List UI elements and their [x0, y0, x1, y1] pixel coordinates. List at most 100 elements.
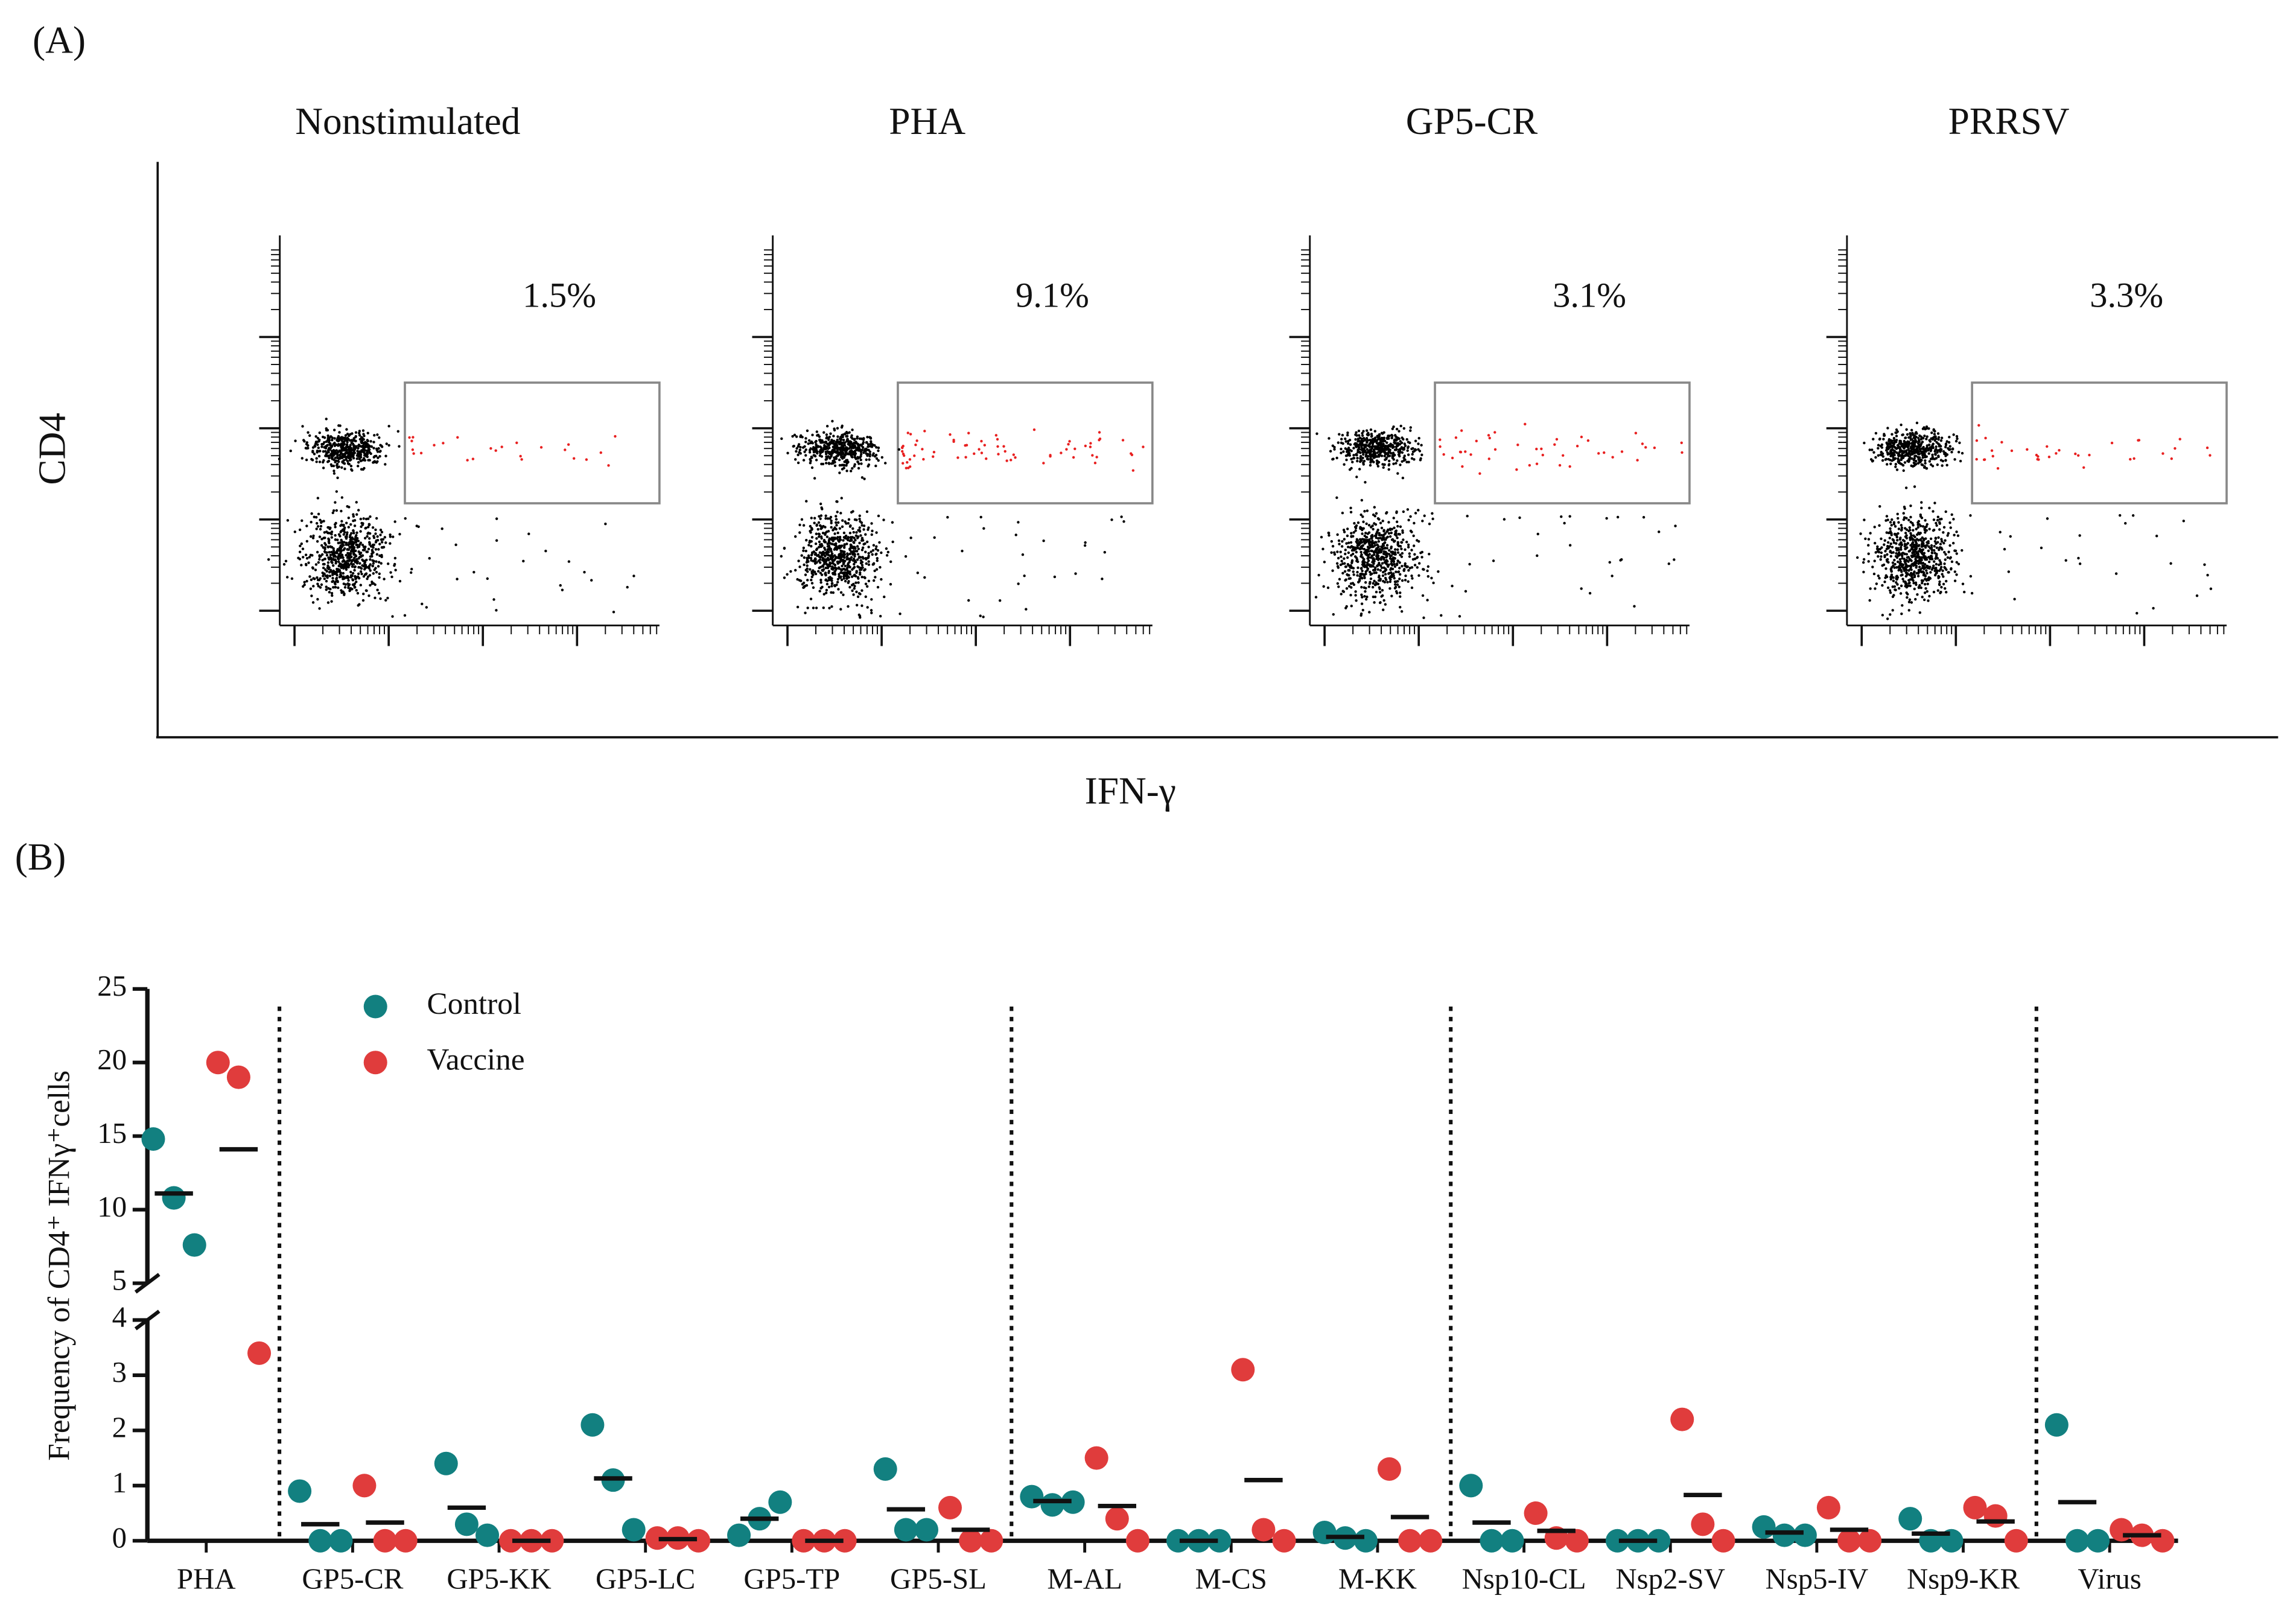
event-dot	[1883, 539, 1886, 542]
event-dot	[1892, 437, 1896, 440]
event-dot	[811, 433, 814, 437]
event-dot	[1410, 586, 1414, 590]
event-dot	[1426, 599, 1429, 602]
y-axis-title: CD4	[31, 413, 74, 485]
event-dot	[841, 564, 844, 568]
event-dot	[795, 435, 798, 438]
event-dot	[1396, 536, 1399, 539]
event-dot	[1378, 433, 1381, 436]
event-dot	[1916, 523, 1919, 526]
event-dot	[845, 464, 848, 467]
event-dot	[1382, 442, 1385, 446]
event-dot	[837, 566, 841, 569]
event-dot	[848, 585, 851, 589]
event-dot	[1358, 440, 1361, 443]
event-dot	[361, 554, 364, 557]
event-dot	[1060, 451, 1063, 454]
event-dot	[833, 538, 836, 541]
event-dot	[872, 579, 876, 582]
event-dot	[1359, 451, 1362, 454]
event-dot	[1478, 472, 1481, 475]
event-dot	[870, 440, 873, 443]
event-dot	[1392, 559, 1395, 563]
event-dot	[1393, 583, 1397, 586]
event-dot	[872, 544, 876, 547]
event-dot	[357, 447, 360, 450]
event-dot	[1330, 539, 1334, 543]
event-dot	[1065, 448, 1068, 451]
event-dot	[340, 529, 343, 533]
event-dot	[328, 591, 331, 594]
event-dot	[369, 569, 372, 572]
event-dot	[1938, 559, 1941, 562]
event-dot	[366, 577, 369, 581]
event-dot	[1314, 596, 1318, 599]
event-dot	[868, 436, 871, 439]
event-dot	[1103, 551, 1106, 554]
event-dot	[898, 612, 902, 616]
event-dot	[309, 535, 313, 538]
event-dot	[354, 561, 357, 564]
event-dot	[356, 465, 360, 468]
event-dot	[856, 565, 859, 568]
event-dot	[348, 459, 352, 462]
event-dot	[818, 515, 821, 518]
event-dot	[853, 450, 857, 453]
event-dot	[862, 438, 865, 441]
event-dot	[1568, 465, 1571, 468]
event-dot	[1923, 563, 1927, 566]
event-dot	[1394, 580, 1398, 584]
event-dot	[1935, 555, 1938, 558]
event-dot	[348, 556, 351, 559]
event-dot	[844, 450, 848, 453]
event-dot	[1906, 445, 1910, 449]
event-dot	[855, 531, 858, 534]
event-dot	[1886, 553, 1889, 556]
event-dot	[845, 522, 848, 525]
event-dot	[850, 556, 853, 559]
event-dot	[1344, 438, 1347, 441]
event-dot	[1877, 454, 1880, 457]
event-dot	[838, 535, 842, 539]
event-dot	[797, 453, 800, 456]
event-dot	[1375, 547, 1378, 550]
event-dot	[1873, 526, 1876, 529]
event-dot	[1349, 541, 1353, 544]
event-dot	[323, 572, 326, 576]
event-dot	[857, 581, 860, 584]
event-dot	[1907, 451, 1910, 454]
event-dot	[818, 558, 822, 561]
event-dot	[1953, 579, 1957, 582]
event-dot	[1374, 523, 1378, 526]
event-dot	[337, 549, 340, 552]
event-dot	[367, 526, 370, 529]
event-dot	[1370, 564, 1373, 567]
event-dot	[317, 512, 320, 516]
event-dot	[302, 585, 305, 588]
event-dot	[1913, 587, 1916, 591]
event-dot	[1488, 436, 1491, 440]
event-dot	[408, 436, 411, 439]
event-dot	[359, 456, 363, 459]
event-dot	[352, 547, 355, 550]
event-dot	[1913, 570, 1916, 573]
event-dot	[859, 571, 862, 574]
event-dot	[1935, 571, 1938, 574]
event-dot	[1380, 454, 1384, 457]
event-dot	[1392, 458, 1395, 461]
event-dot	[792, 445, 795, 448]
event-dot	[1878, 547, 1881, 551]
event-dot	[1950, 450, 1953, 454]
event-dot	[1002, 445, 1005, 448]
event-dot	[1376, 465, 1380, 468]
event-dot	[1953, 549, 1956, 552]
event-dot	[368, 537, 371, 540]
event-dot	[371, 564, 374, 568]
event-dot	[353, 556, 356, 559]
event-dot	[862, 557, 865, 560]
event-dot	[842, 577, 845, 580]
event-dot	[794, 458, 797, 461]
event-dot	[1396, 583, 1399, 587]
event-dot	[343, 528, 346, 532]
event-dot	[1888, 545, 1892, 548]
